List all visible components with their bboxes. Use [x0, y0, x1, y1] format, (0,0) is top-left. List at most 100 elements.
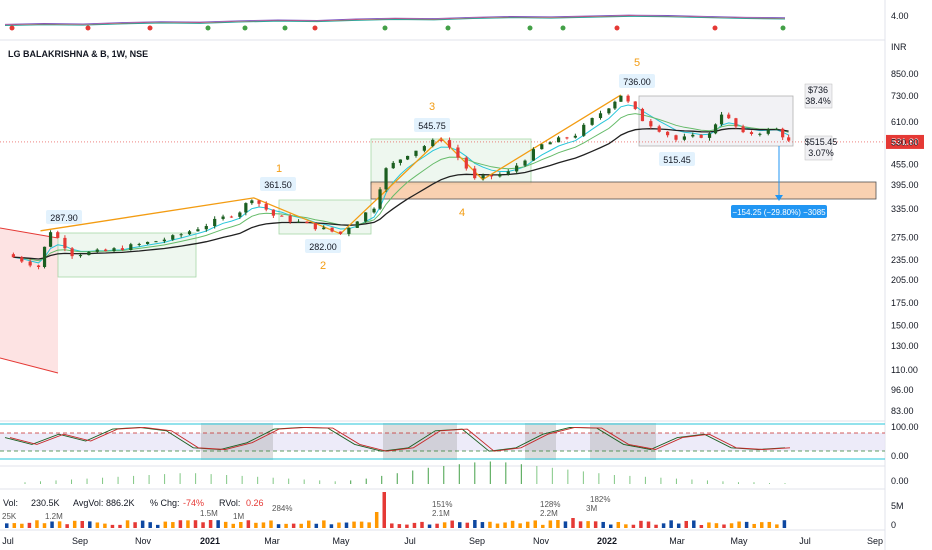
candle-body	[179, 234, 183, 236]
volume-bar	[737, 521, 741, 528]
volume-bar	[631, 524, 636, 528]
candle-body	[699, 134, 703, 138]
candle-body	[598, 113, 603, 119]
overbought-shade	[383, 423, 457, 460]
signal-dot	[85, 25, 91, 31]
volume-bar	[495, 523, 500, 528]
time-tick-label: 2021	[200, 536, 220, 546]
volume-bar	[722, 524, 726, 528]
volume-annotation: 182%	[590, 495, 610, 504]
candle-body	[719, 114, 724, 125]
volume-bar	[405, 524, 409, 528]
price-tick-label: 610.00	[891, 117, 919, 127]
volume-bar	[299, 523, 303, 528]
candle-body	[515, 165, 519, 172]
price-annotation-bg	[659, 152, 695, 166]
volume-legend: AvgVol:	[73, 498, 103, 508]
signal-dot	[205, 25, 211, 31]
volume-bar	[246, 520, 251, 528]
time-tick-label: Nov	[533, 536, 550, 546]
signal-dot	[282, 25, 288, 31]
candle-body	[633, 101, 637, 109]
volume-bar	[646, 521, 651, 528]
candle-body	[464, 157, 468, 169]
candle-body	[63, 237, 67, 249]
price-tick-label: 205.00	[891, 275, 919, 285]
volume-bar	[480, 522, 485, 528]
ema-line	[13, 113, 789, 262]
candle-body	[582, 124, 586, 136]
volume-legend: 0.26	[246, 498, 264, 508]
volume-bar	[178, 520, 183, 528]
volume-legend-bg	[0, 495, 267, 509]
measure-tag-bg	[731, 205, 827, 218]
signal-dot	[614, 25, 620, 31]
time-tick-label: Sep	[867, 536, 883, 546]
last-price-tag-bg	[886, 134, 924, 149]
candle-body	[171, 235, 175, 240]
volume-bar	[208, 520, 213, 528]
volume-bar	[148, 522, 152, 528]
volume-annotation: 1.2M	[45, 512, 63, 521]
candle-body	[741, 126, 745, 133]
candle-body	[489, 175, 494, 177]
price-tick-label: 455.00	[891, 160, 919, 170]
volume-bar	[223, 521, 228, 528]
top-indicator-pane	[4, 14, 786, 31]
candle-body	[447, 140, 452, 148]
indicator-line	[4, 14, 786, 25]
volume-bar	[35, 520, 39, 528]
volume-bar	[676, 523, 681, 528]
volume-bar	[744, 521, 749, 528]
candle-body	[734, 118, 738, 127]
currency-label: INR	[891, 42, 907, 52]
candle-body	[422, 146, 426, 151]
indicator-tick-label: 4.00	[891, 11, 909, 21]
support-zone	[370, 181, 877, 200]
candle-body	[439, 139, 443, 141]
candle-body	[280, 215, 284, 217]
candle-body	[619, 95, 623, 102]
volume-bar	[616, 521, 621, 528]
candle-body	[196, 229, 200, 232]
candle-body	[338, 231, 343, 234]
candle-body	[556, 137, 561, 143]
price-tick-label: 110.00	[891, 365, 918, 375]
signal-dot	[445, 25, 451, 31]
volume-bar	[442, 522, 447, 528]
price-tick-label: 395.00	[891, 180, 919, 190]
candle-body	[565, 137, 569, 139]
volume-bar	[518, 523, 522, 528]
candle-body	[355, 221, 359, 228]
signal-dot	[312, 25, 318, 31]
overbought-shade	[201, 423, 273, 460]
price-annotation-bg	[414, 118, 450, 132]
candle-body	[48, 232, 53, 247]
volume-legend: 886.2K	[106, 498, 135, 508]
candle-body	[775, 128, 779, 130]
candle-body	[221, 216, 225, 219]
stoch-tick-label: 0.00	[891, 451, 909, 461]
volume-bar	[88, 521, 92, 528]
candlesticks	[11, 94, 791, 270]
measure-readout-bg	[804, 83, 833, 109]
volume-tick-label: 5M	[891, 501, 904, 511]
volume-bar	[239, 522, 243, 528]
time-tick-label: Sep	[72, 536, 88, 546]
price-annotation: 282.00	[309, 242, 337, 252]
price-annotation: 287.90	[50, 213, 78, 223]
candle-body	[766, 129, 770, 134]
volume-bar	[337, 522, 341, 528]
volume-bar	[548, 520, 553, 528]
candle-body	[204, 226, 208, 230]
candle-body	[573, 135, 577, 138]
candle-body	[613, 101, 617, 109]
candle-body	[473, 168, 477, 179]
volume-bar	[729, 523, 734, 528]
price-annotation: 545.75	[418, 121, 446, 131]
candle-body	[330, 227, 334, 232]
candle-body	[781, 128, 785, 138]
candle-body	[20, 257, 24, 262]
candle-body	[607, 108, 611, 114]
